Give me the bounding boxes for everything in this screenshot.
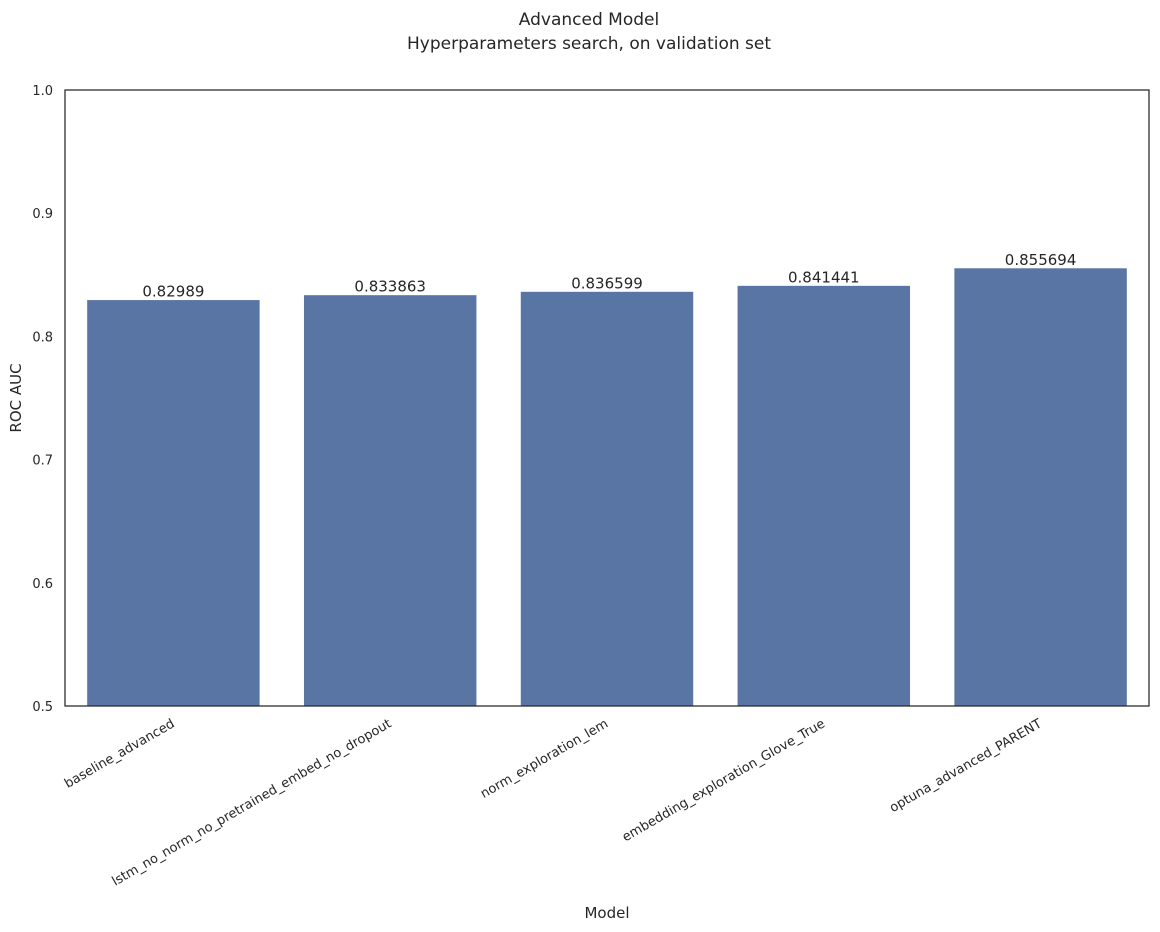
y-tick-label: 0.9 xyxy=(32,207,53,222)
bar-embedding_exploration_Glove_True xyxy=(736,284,912,707)
data-label-norm_exploration_lem: 0.836599 xyxy=(571,274,643,292)
chart-subtitle: Hyperparameters search, on validation se… xyxy=(407,34,771,54)
y-axis-label: ROC AUC xyxy=(7,363,25,432)
data-label-optuna_advanced_PARENT: 0.855694 xyxy=(1005,251,1077,269)
data-label-lstm_no_norm_no_pretrained_embed_no_dropout: 0.833863 xyxy=(354,278,426,296)
x-axis-label: Model xyxy=(584,904,629,922)
x-tick-label-optuna_advanced_PARENT: optuna_advanced_PARENT xyxy=(887,716,1044,816)
bars-layer xyxy=(86,267,1128,707)
y-tick-label: 0.8 xyxy=(32,330,53,345)
y-tick-label: 0.5 xyxy=(32,700,53,715)
bar-lstm_no_norm_no_pretrained_embed_no_dropout xyxy=(302,294,478,707)
x-tick-label-baseline_advanced: baseline_advanced xyxy=(62,716,177,791)
x-tick-label-embedding_exploration_Glove_True: embedding_exploration_Glove_True xyxy=(620,716,828,845)
plot-frame xyxy=(64,89,1150,707)
bar-norm_exploration_lem xyxy=(519,290,695,707)
bar-optuna_advanced_PARENT xyxy=(953,267,1128,707)
y-ticks-layer: 0.5 0.6 0.7 0.8 0.9 1.0 xyxy=(32,84,53,715)
x-ticks-layer: baseline_advancedlstm_no_norm_no_pretrai… xyxy=(62,716,1045,889)
y-tick-label: 0.7 xyxy=(32,454,53,469)
y-tick-label: 0.6 xyxy=(32,577,53,592)
chart-title: Advanced Model xyxy=(519,10,659,30)
bar-baseline_advanced xyxy=(86,299,261,707)
data-label-embedding_exploration_Glove_True: 0.841441 xyxy=(788,268,860,286)
data-labels-layer: 0.82989 0.833863 0.836599 0.841441 0.855694 xyxy=(142,251,1076,301)
x-tick-label-norm_exploration_lem: norm_exploration_lem xyxy=(478,716,611,801)
y-tick-label: 1.0 xyxy=(32,84,53,99)
data-label-baseline_advanced: 0.82989 xyxy=(142,283,204,301)
